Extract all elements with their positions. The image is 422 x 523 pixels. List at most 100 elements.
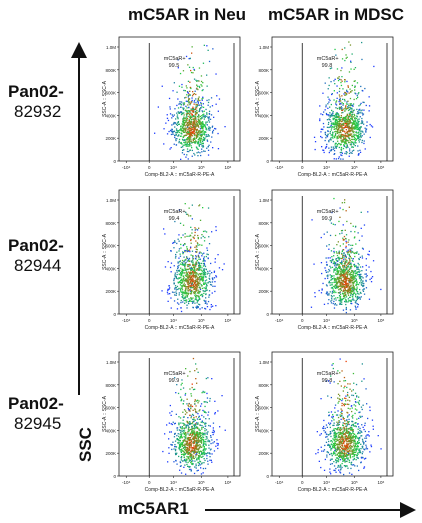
data-point: [188, 58, 190, 60]
data-point: [214, 285, 216, 287]
data-point: [338, 94, 341, 96]
data-point: [366, 448, 369, 450]
data-point: [182, 291, 184, 293]
data-point: [188, 131, 190, 134]
data-point: [347, 437, 350, 439]
data-point: [341, 229, 344, 232]
data-point: [338, 90, 341, 93]
data-point: [369, 136, 371, 139]
data-point: [200, 421, 202, 423]
data-point: [188, 444, 190, 446]
data-point: [177, 118, 179, 120]
data-point: [183, 114, 185, 116]
data-point: [185, 287, 187, 290]
y-tick-label: 0: [266, 312, 269, 317]
data-point: [204, 280, 206, 282]
data-point: [185, 127, 187, 129]
data-point: [334, 262, 336, 264]
data-point: [187, 111, 189, 113]
data-point: [355, 284, 357, 286]
data-point: [358, 264, 360, 266]
data-point: [190, 468, 192, 471]
data-point: [212, 305, 214, 307]
data-point: [184, 280, 187, 282]
data-point: [182, 403, 184, 405]
data-point: [194, 107, 196, 109]
data-point: [195, 98, 197, 100]
data-point: [193, 452, 195, 455]
data-point: [196, 400, 198, 402]
data-point: [197, 155, 199, 157]
data-point: [190, 293, 192, 295]
data-point: [199, 128, 202, 130]
data-point: [185, 450, 188, 452]
data-point: [199, 219, 202, 221]
data-point: [341, 269, 343, 271]
data-point: [176, 132, 179, 134]
data-point: [202, 409, 204, 412]
data-point: [197, 255, 199, 257]
data-point: [178, 435, 180, 438]
data-point: [350, 293, 352, 295]
data-point: [355, 296, 357, 298]
data-point: [338, 128, 340, 130]
data-point: [179, 72, 182, 75]
data-point: [199, 454, 201, 456]
data-point: [191, 282, 193, 284]
data-point: [196, 470, 198, 472]
data-point: [179, 279, 182, 282]
data-point: [185, 85, 187, 87]
data-point: [199, 308, 201, 310]
data-point: [178, 455, 180, 458]
data-point: [334, 123, 336, 125]
data-point: [344, 274, 346, 276]
data-point: [186, 264, 188, 266]
data-point: [204, 452, 206, 454]
x-tick-label: 10⁴: [323, 165, 330, 170]
data-point: [208, 440, 211, 442]
data-point: [357, 283, 360, 286]
data-point: [355, 289, 358, 291]
data-point: [353, 144, 355, 146]
data-point: [350, 130, 352, 132]
data-point: [197, 278, 199, 280]
data-point: [327, 103, 329, 105]
data-point: [184, 291, 186, 293]
data-point: [345, 296, 348, 298]
data-point: [348, 244, 350, 246]
data-point: [180, 290, 182, 292]
data-point: [185, 96, 187, 99]
data-point: [189, 285, 191, 287]
data-point: [338, 451, 340, 454]
data-point: [209, 278, 211, 280]
data-point: [355, 306, 357, 309]
data-point: [352, 143, 354, 145]
data-point: [369, 123, 371, 126]
data-point: [206, 273, 208, 275]
data-point: [208, 447, 210, 449]
data-point: [331, 448, 333, 450]
data-point: [206, 45, 208, 47]
data-point: [183, 264, 185, 266]
data-point: [190, 404, 192, 406]
data-point: [331, 297, 333, 299]
data-point: [181, 287, 183, 289]
data-point: [347, 293, 349, 295]
data-point: [359, 298, 361, 300]
data-point: [179, 429, 181, 432]
data-point: [205, 134, 207, 136]
data-point: [348, 137, 350, 140]
data-point: [187, 138, 189, 140]
data-point: [333, 247, 335, 250]
data-point: [348, 261, 350, 264]
data-point: [199, 435, 202, 437]
data-point: [193, 430, 196, 432]
data-point: [351, 115, 353, 117]
data-point: [202, 280, 204, 282]
data-point: [203, 451, 205, 453]
data-point: [357, 120, 359, 123]
data-point: [200, 269, 203, 271]
data-point: [200, 122, 202, 125]
